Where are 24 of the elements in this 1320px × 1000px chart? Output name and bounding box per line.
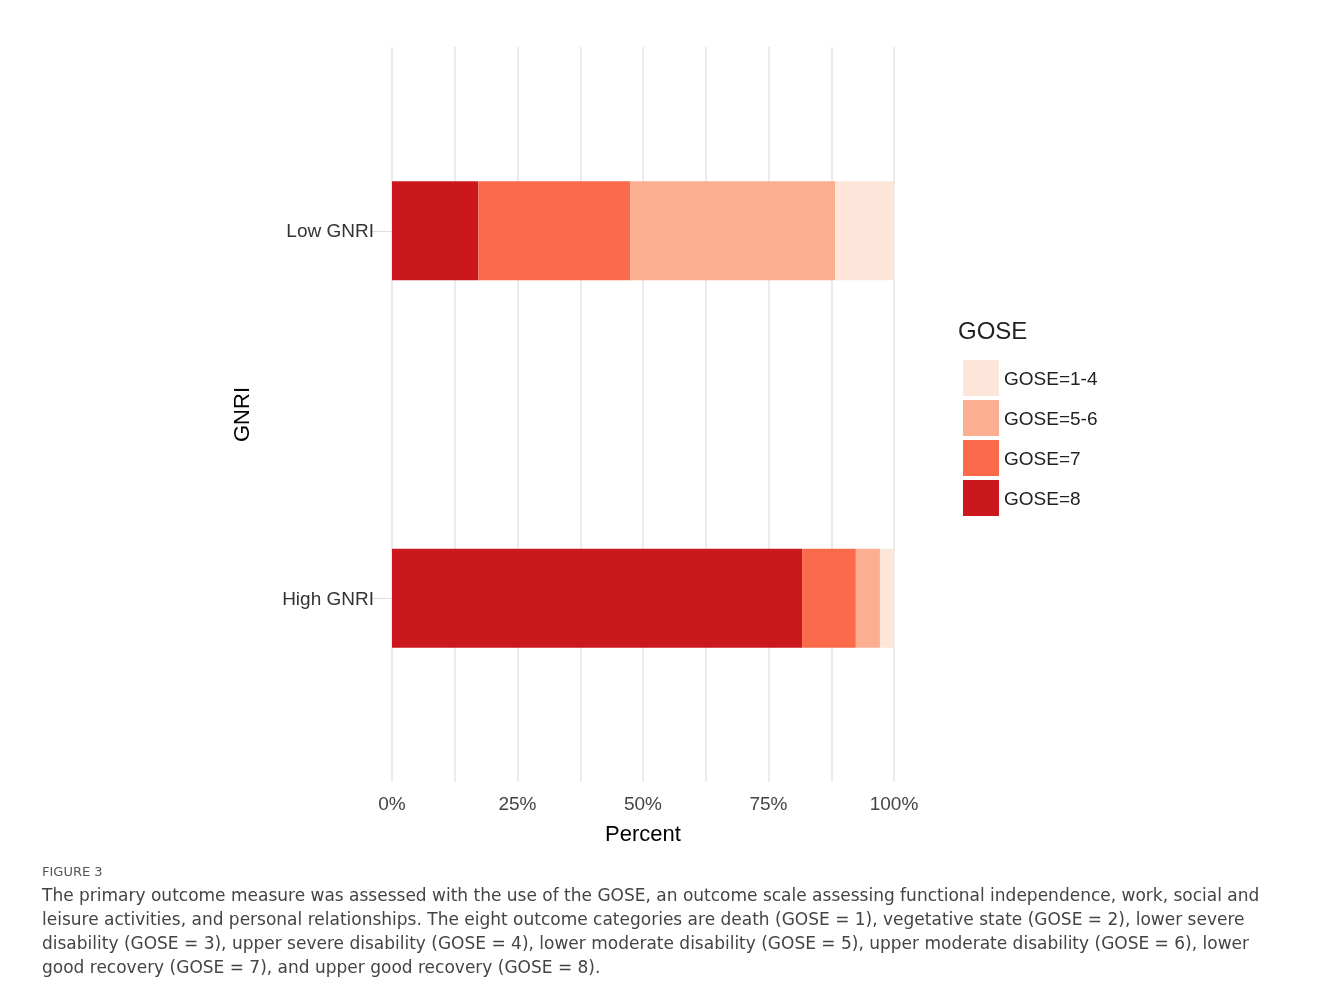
text: The primary outcome measure was assessed with the use of the GOSE, an outcome scale assessing functional independence, work, social and leisure activities, and personal relationships. The eight outcome categories are death (GOSE = 1), vegetative state (GOSE = 2), lower severe disability (GOSE = 3), upper severe disability (GOSE = 4), lower moderate disability (GOSE = 5), upper moderate disability (GOSE = 6), lower good recovery (GOSE = 7), and upper good recovery (GOSE = 8). bbox=[42, 884, 1261, 979]
x-tick-label: 50% bbox=[623, 793, 663, 814]
bar bbox=[835, 181, 894, 281]
y-axis-title: GNRI bbox=[228, 387, 254, 442]
bar bbox=[802, 548, 856, 648]
x-tick-label: 0% bbox=[378, 793, 406, 814]
bar bbox=[855, 548, 880, 648]
legend-label: GOSE=5-6 bbox=[1004, 407, 1098, 429]
bar bbox=[478, 181, 631, 281]
legend-label: GOSE=1-4 bbox=[1004, 367, 1098, 389]
legend-label: GOSE=7 bbox=[1004, 447, 1081, 469]
legend-label: GOSE=8 bbox=[1004, 487, 1081, 509]
legend-title: GOSE bbox=[958, 316, 1028, 344]
bar bbox=[630, 181, 836, 281]
bar bbox=[879, 548, 894, 648]
x-tick-label: 25% bbox=[498, 793, 537, 814]
x-axis-title: Percent bbox=[605, 820, 681, 846]
bar bbox=[392, 181, 479, 281]
y-tick-label: Low GNRI bbox=[286, 220, 374, 242]
y-tick-label: High GNRI bbox=[282, 587, 374, 609]
caption: FIGURE 3 bbox=[42, 864, 104, 879]
bar bbox=[392, 548, 803, 648]
x-tick-label: 75% bbox=[749, 793, 788, 814]
x-tick-label: 100% bbox=[869, 793, 919, 814]
